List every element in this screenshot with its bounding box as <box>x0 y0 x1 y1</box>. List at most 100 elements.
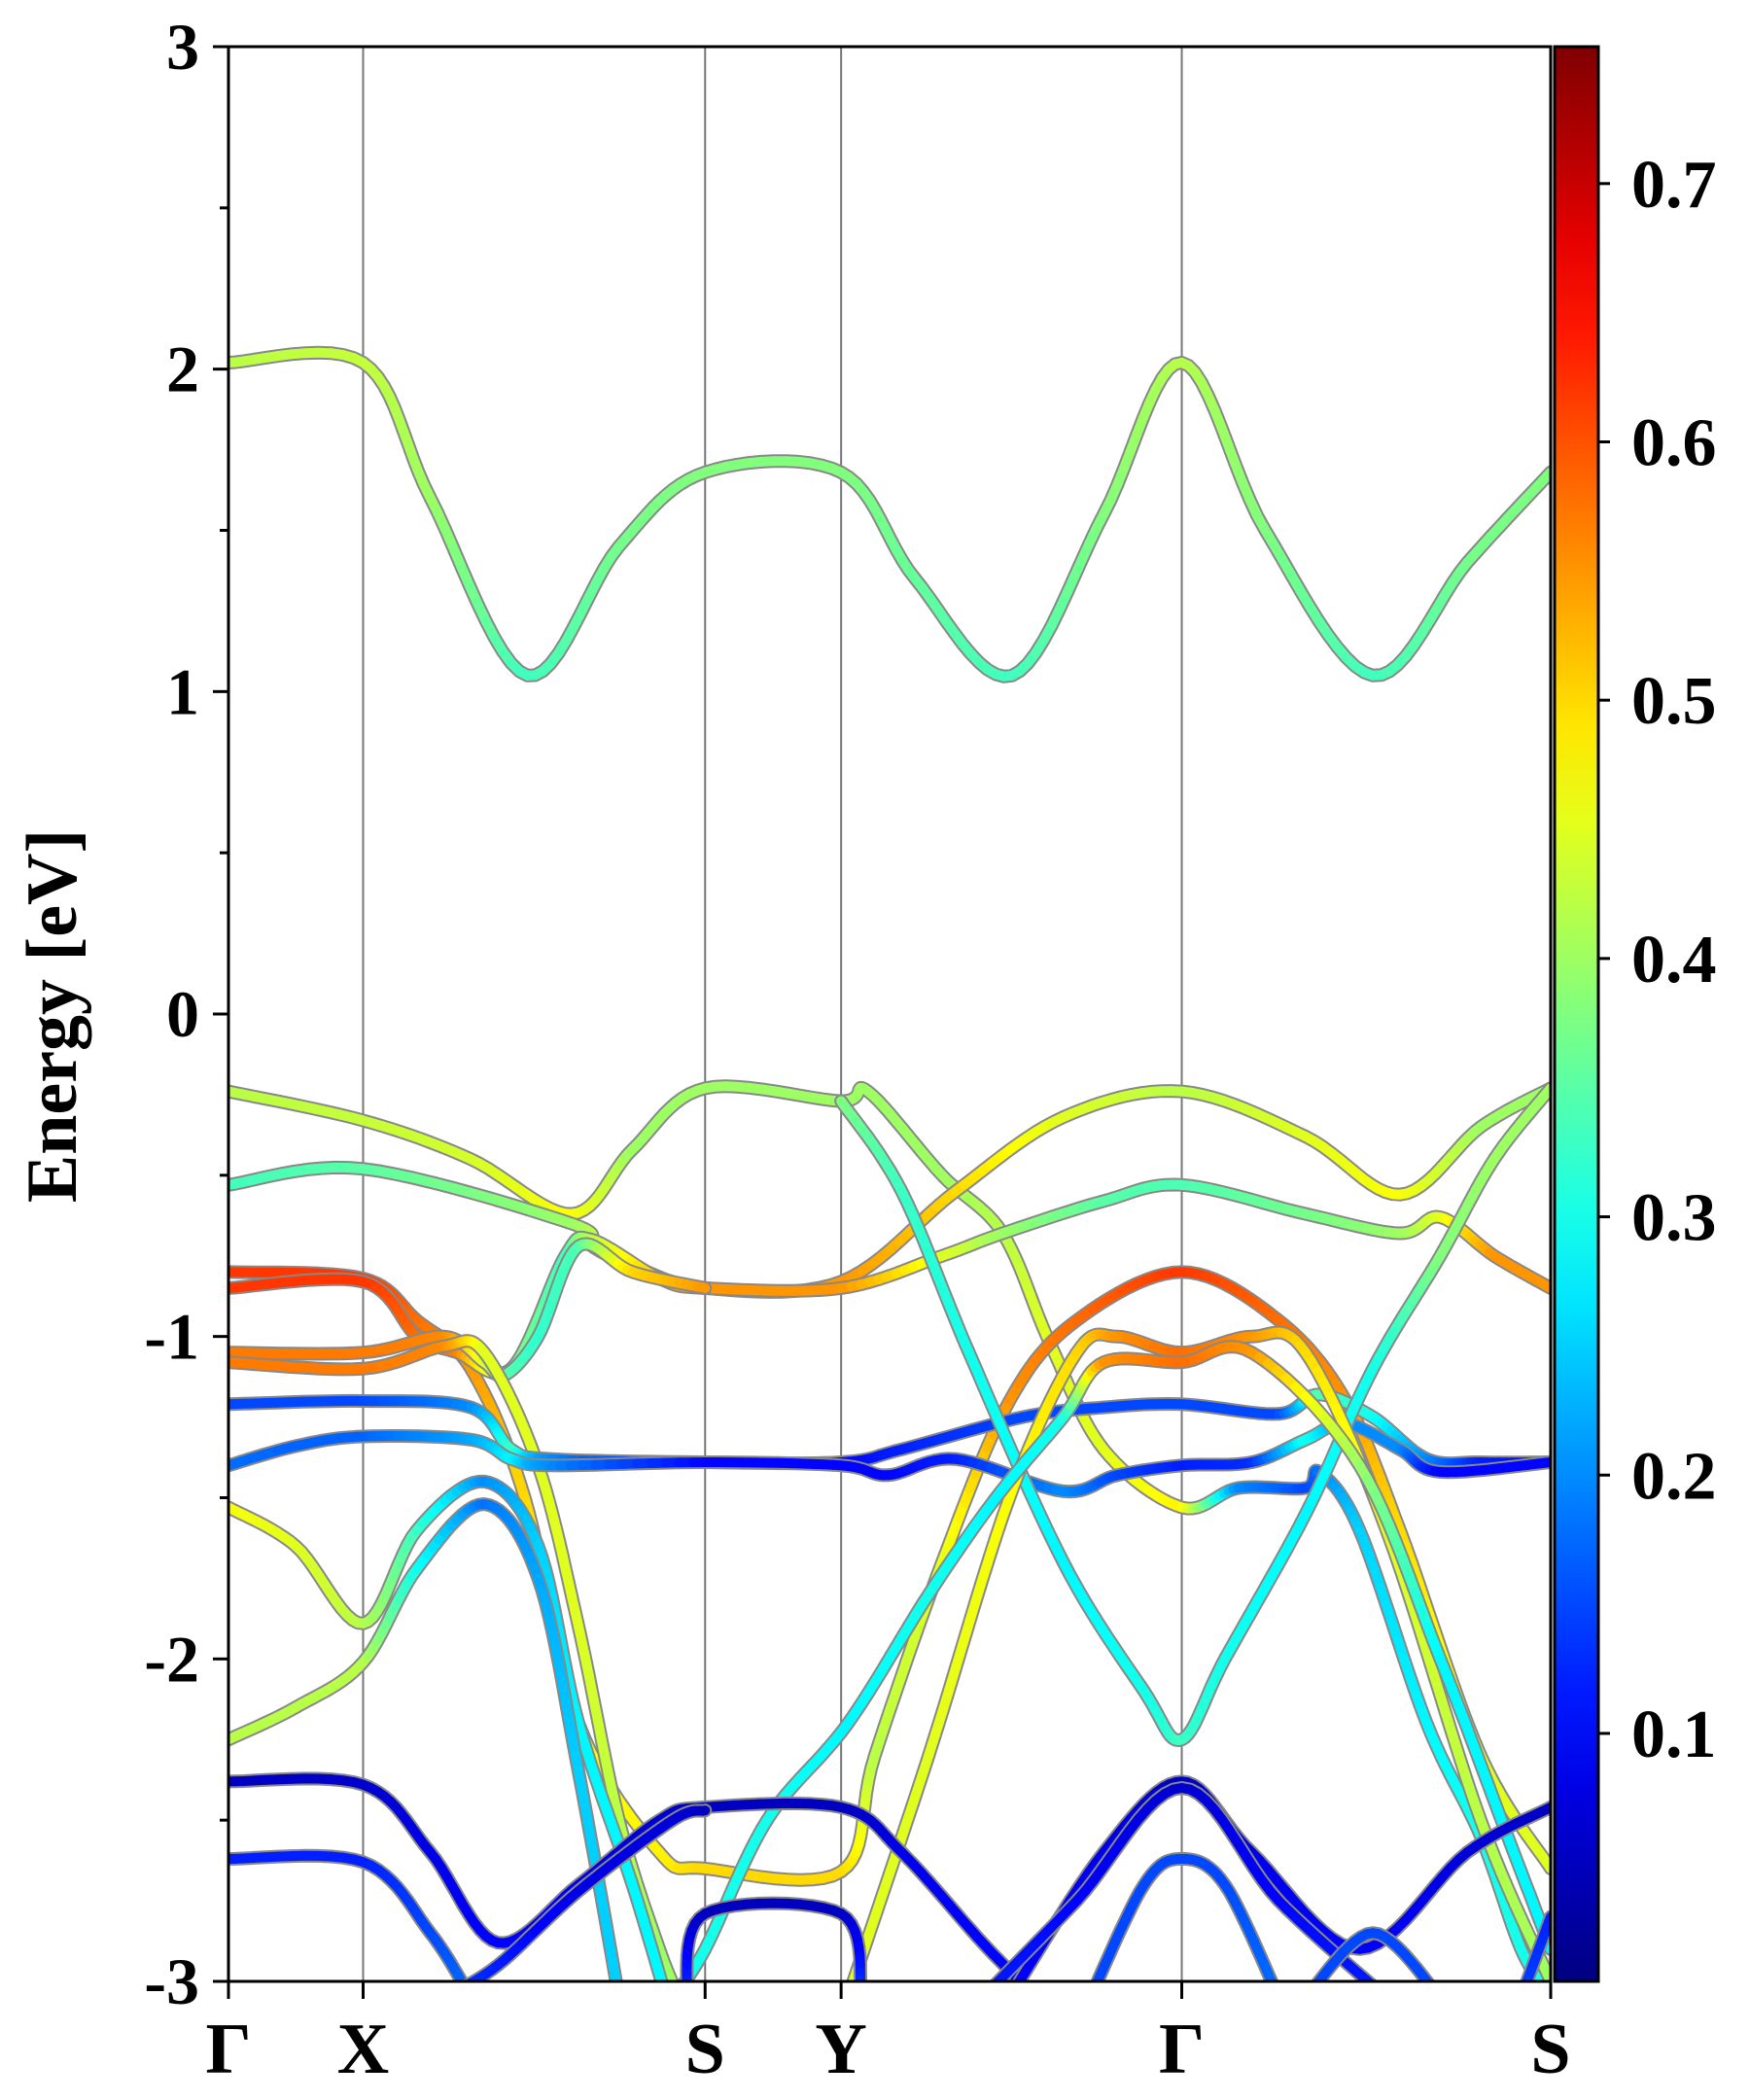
y-tick-label: -3 <box>144 1944 199 2018</box>
band-segment <box>1548 1993 1550 1996</box>
colorbar-tick-label: 0.4 <box>1631 923 1717 998</box>
band-outline <box>228 1848 470 1981</box>
band-segment <box>1031 1992 1033 1995</box>
band-segment <box>1382 1993 1386 1998</box>
band-segment <box>446 1995 449 1997</box>
band-segment <box>1277 1992 1279 1998</box>
band-segment <box>1375 1987 1382 1993</box>
band-segment <box>464 1978 475 1981</box>
band-segment <box>464 1980 468 1981</box>
band-segment <box>1306 1994 1309 1998</box>
band-segment <box>1437 1994 1440 1998</box>
band-segment <box>1033 1995 1036 1998</box>
band-10 <box>834 1081 1551 1747</box>
y-tick-label: -2 <box>144 1622 199 1696</box>
band-segment <box>679 1979 686 1981</box>
k-point-label: X <box>337 2010 389 2089</box>
band-segment <box>1090 1992 1093 1998</box>
band-segment <box>457 1988 461 1990</box>
band-4 <box>228 1265 1551 1887</box>
band-segment <box>665 1992 667 1998</box>
band-segment <box>449 1993 453 1995</box>
band-segment <box>444 1996 447 1998</box>
band-2 <box>228 1079 1550 1996</box>
band-6 <box>228 1237 713 1383</box>
y-axis-ticks: 3 2 1 0 -1 -2 -3 <box>144 10 228 2018</box>
band-segment <box>686 1993 687 1998</box>
colorbar-tick-label: 0.6 <box>1631 406 1717 481</box>
band-segment <box>678 1995 680 2000</box>
colorbar-tick-label: 0.2 <box>1631 1439 1717 1514</box>
band-segment <box>1264 1970 1278 1981</box>
band-segment <box>668 1978 678 1981</box>
band-segment <box>1009 1990 1014 1998</box>
band-segment <box>1423 1978 1434 1981</box>
k-point-label: S <box>685 2010 725 2089</box>
y-axis-label: Energy [eV] <box>13 829 92 1203</box>
colorbar-tick-label: 0.5 <box>1631 664 1717 739</box>
y-tick-label: 1 <box>166 654 199 728</box>
band-segment <box>1522 1988 1524 1994</box>
band-segment <box>1019 1979 1028 1981</box>
band-segment <box>1309 1989 1312 1994</box>
y-tick-label: 0 <box>166 977 199 1051</box>
k-point-label: Γ <box>1159 2010 1205 2089</box>
band-segment <box>678 1988 680 1991</box>
band-16 <box>228 1848 471 1997</box>
band-segment <box>1546 1990 1548 1993</box>
band-outline <box>228 1265 1551 1887</box>
band-segment <box>469 1994 471 1997</box>
band-segment <box>696 1282 711 1293</box>
band-segment <box>1028 1988 1032 1992</box>
band-outline <box>680 1896 867 1981</box>
band-13 <box>846 1325 1551 1981</box>
y-tick-label: 3 <box>166 10 199 84</box>
bands <box>228 345 1551 2008</box>
band-segment <box>463 1980 466 1981</box>
colorbar-tick-label: 0.7 <box>1631 148 1717 223</box>
band-21 <box>1090 1852 1279 1998</box>
k-point-label: Y <box>815 2010 866 2089</box>
band-segment <box>675 1993 677 1995</box>
k-point-label: Γ <box>205 2010 251 2089</box>
band-segment <box>610 1967 621 1981</box>
band-14 <box>673 1340 1551 1997</box>
band-12 <box>228 1497 623 1997</box>
colorbar-tick-label: 0.1 <box>1631 1698 1717 1772</box>
y-tick-label: 2 <box>166 332 199 406</box>
band-segment <box>676 1991 678 1994</box>
band-segment <box>1269 1978 1278 1981</box>
band-segment <box>1092 1978 1101 1981</box>
k-point-label: S <box>1530 2010 1570 2089</box>
band-segment <box>676 1989 678 1994</box>
colorbar: 0.1 0.2 0.3 0.4 0.5 0.6 0.7 <box>1553 45 1717 1983</box>
band-segment <box>1544 1987 1546 1990</box>
band-segment <box>655 1973 667 1981</box>
band-segment <box>983 1993 988 1998</box>
colorbar-tick-label: 0.3 <box>1631 1181 1717 1256</box>
band-22 <box>1306 1926 1440 1998</box>
band-8 <box>228 1387 1551 1471</box>
band-segment <box>660 1980 665 1981</box>
band-segment <box>680 1999 682 2003</box>
band-segment <box>467 1990 469 1994</box>
band-segment <box>1433 1989 1437 1994</box>
band-11 <box>228 1474 669 1998</box>
band-segment <box>682 2004 683 2008</box>
band-segment <box>1312 1978 1323 1981</box>
band-segment <box>673 1995 675 1997</box>
band-segment <box>453 1991 457 1993</box>
band-1 <box>228 345 1551 683</box>
colorbar-gradient <box>1553 45 1600 1983</box>
high-symmetry-lines <box>362 47 1183 1981</box>
y-tick-label: -1 <box>144 1300 199 1374</box>
band-outline <box>228 345 1551 683</box>
band-segment <box>1522 1993 1523 1997</box>
band-segment <box>617 1986 619 1997</box>
band-segment <box>1536 1978 1546 1981</box>
band-segment <box>860 1993 861 1998</box>
band-18 <box>680 1896 867 1998</box>
band-segment <box>850 1980 854 1981</box>
